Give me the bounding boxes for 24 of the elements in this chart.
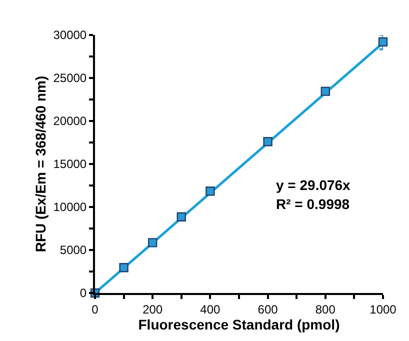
point — [119, 263, 128, 272]
x-tick-label: 600 — [258, 302, 278, 316]
point — [320, 86, 330, 96]
x-tick-label: 200 — [142, 302, 163, 316]
point — [378, 37, 388, 46]
x-tick-label: 800 — [315, 302, 336, 316]
point — [176, 212, 186, 222]
x-tick-label: 1000 — [370, 302, 397, 316]
x-axis-title: Fluorescence Standard (pmol) — [138, 316, 340, 332]
annotation: R² = 0.9998 — [276, 196, 350, 212]
y-tick-label: 30000 — [53, 28, 87, 42]
x-tick-label: 400 — [200, 302, 221, 316]
y-tick-label: 0 — [80, 286, 87, 300]
y-tick-label: 20000 — [53, 114, 87, 128]
annotation: y = 29.076x — [276, 177, 351, 193]
point — [263, 137, 272, 146]
y-tick-label: 15000 — [53, 157, 87, 172]
y-axis-title: RFU (Ex/Em = 368/460 nm) — [32, 76, 48, 252]
x-tick-label: 0 — [92, 302, 99, 316]
point — [206, 186, 215, 196]
y-tick-label: 5000 — [60, 243, 87, 258]
y-tick-label: 10000 — [53, 200, 87, 214]
y-tick-label: 25000 — [53, 71, 87, 86]
point — [148, 238, 158, 248]
